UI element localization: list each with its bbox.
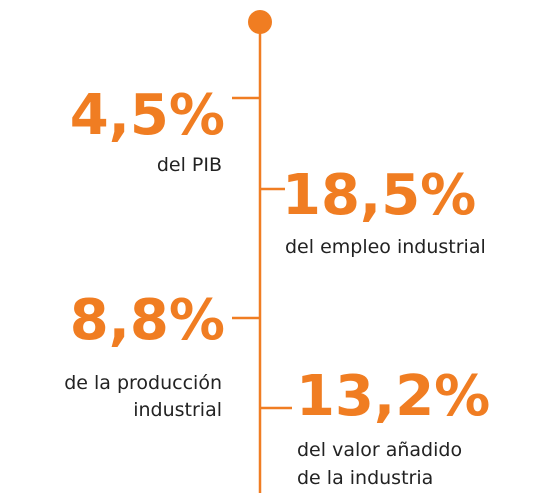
stat-value: 8,8% [70,288,225,353]
stat-value: 18,5% [282,163,476,228]
stat-label: industrial [133,399,222,421]
timeline-dot [248,10,272,34]
stat-label: del empleo industrial [285,236,486,258]
stat-label: de la industria [297,467,433,489]
stat-label: del valor añadido [297,439,462,461]
stat-value: 13,2% [296,364,490,429]
stat-label: del PIB [157,154,222,176]
stat-label: de la producción [64,372,222,394]
stat-value: 4,5% [70,83,225,148]
